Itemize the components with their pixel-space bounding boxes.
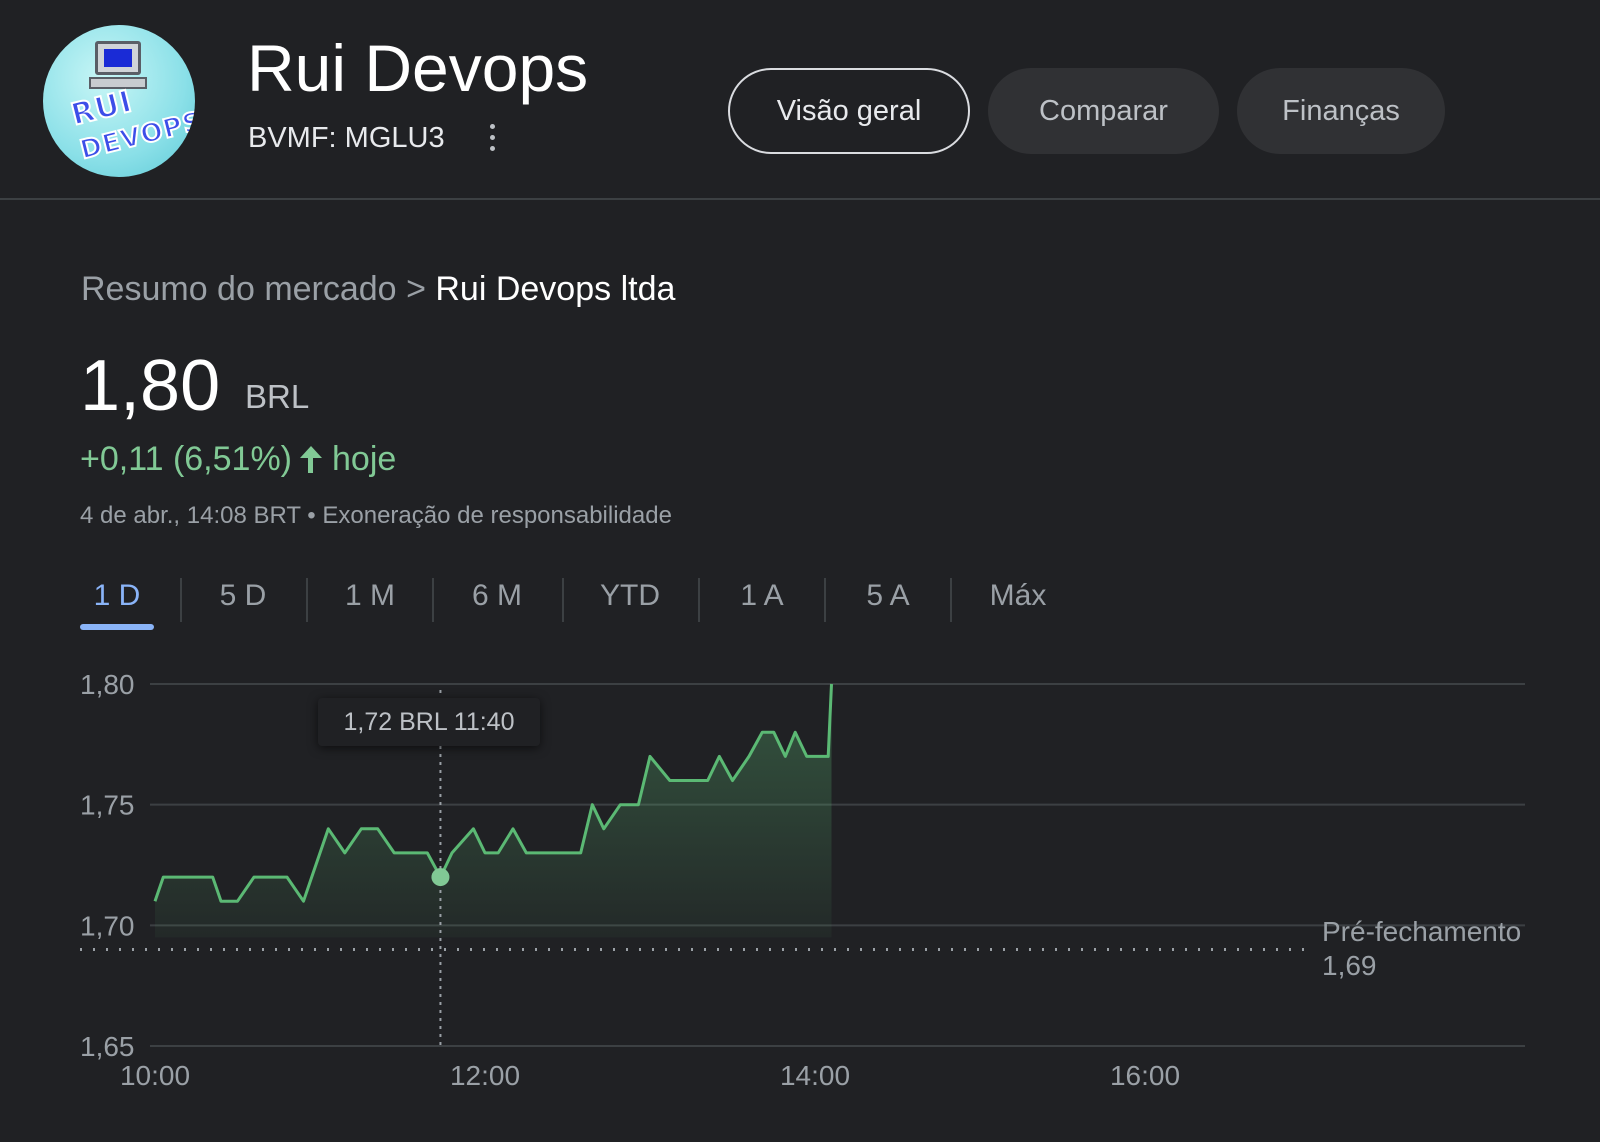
stock-price: 1,80 xyxy=(80,346,221,426)
previous-close-value: 1,69 xyxy=(1322,950,1377,981)
computer-icon xyxy=(95,41,141,75)
y-tick-label: 1,65 xyxy=(80,1031,135,1062)
hover-point xyxy=(431,868,450,887)
tab-compare[interactable]: Comparar xyxy=(988,68,1219,154)
y-tick-label: 1,75 xyxy=(80,790,135,821)
computer-base xyxy=(89,77,147,89)
price-line xyxy=(153,683,833,903)
x-tick-label: 16:00 xyxy=(1110,1060,1180,1091)
header-divider xyxy=(0,198,1600,200)
range-tab-1d[interactable]: 1 D xyxy=(93,579,141,612)
price-change: +0,11 (6,51%) hoje xyxy=(80,440,396,479)
breadcrumb-parent[interactable]: Resumo do mercado xyxy=(81,270,397,308)
y-tick-label: 1,80 xyxy=(80,669,135,700)
range-tab-1a[interactable]: 1 A xyxy=(740,579,784,612)
breadcrumb-current: Rui Devops ltda xyxy=(435,270,676,308)
disclaimer-link[interactable]: Exoneração de responsabilidade xyxy=(322,502,672,529)
company-logo: RUI DEVOPS xyxy=(43,25,195,177)
price-meta: 4 de abr., 14:08 BRT • Exoneração de res… xyxy=(80,502,672,530)
arrow-up-icon xyxy=(300,445,323,474)
range-tab-5d[interactable]: 5 D xyxy=(219,579,267,612)
meta-separator: • xyxy=(307,502,316,529)
breadcrumb-separator: > xyxy=(406,270,426,308)
range-tab-1m[interactable]: 1 M xyxy=(344,579,395,612)
tab-finance[interactable]: Finanças xyxy=(1237,68,1445,154)
previous-close-title: Pré-fechamento xyxy=(1322,916,1522,947)
x-tick-label: 14:00 xyxy=(780,1060,850,1091)
range-tab-max[interactable]: Máx xyxy=(989,579,1047,612)
chart-tooltip: 1,72 BRL 11:40 xyxy=(318,698,540,746)
ticker-symbol: BVMF: MGLU3 xyxy=(248,122,445,154)
breadcrumb: Resumo do mercado > Rui Devops ltda xyxy=(81,270,675,309)
price-timestamp: 4 de abr., 14:08 BRT xyxy=(80,502,301,529)
more-vert-icon[interactable] xyxy=(484,124,500,152)
x-tick-label: 10:00 xyxy=(120,1060,190,1091)
price-change-period: hoje xyxy=(332,440,397,478)
price-area xyxy=(155,684,832,938)
price-currency: BRL xyxy=(245,378,310,415)
tab-overview[interactable]: Visão geral xyxy=(728,68,970,154)
range-tab-6m[interactable]: 6 M xyxy=(471,579,522,612)
range-tab-ytd[interactable]: YTD xyxy=(600,579,660,612)
active-range-indicator xyxy=(80,624,154,630)
previous-close-label: Pré-fechamento 1,69 xyxy=(1322,915,1521,983)
company-title: Rui Devops xyxy=(247,31,589,105)
price-change-value: +0,11 (6,51%) xyxy=(80,440,293,478)
x-tick-label: 12:00 xyxy=(450,1060,520,1091)
y-tick-label: 1,70 xyxy=(80,910,135,941)
range-tab-5a[interactable]: 5 A xyxy=(866,579,910,612)
